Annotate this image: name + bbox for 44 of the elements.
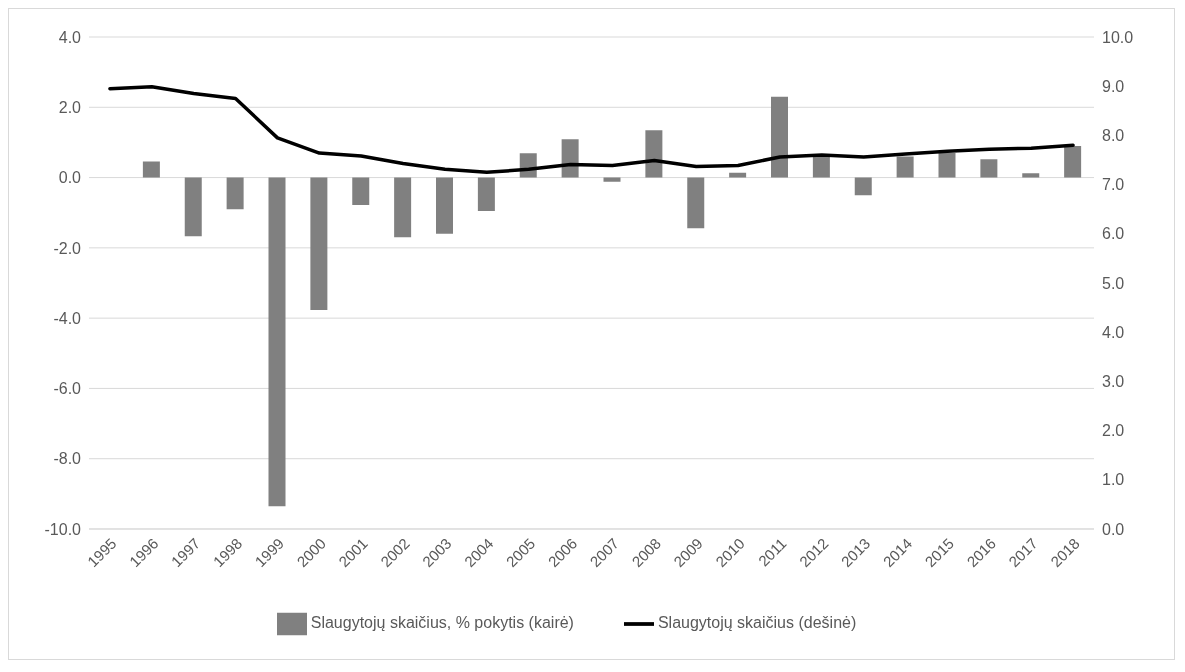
bar [226, 177, 244, 210]
y2-tick-label: 7.0 [1102, 176, 1125, 194]
bar [142, 161, 160, 178]
y2-tick-label: 9.0 [1102, 77, 1125, 95]
y2-tick-label: 10.0 [1102, 28, 1134, 46]
y2-tick-label: 1.0 [1102, 471, 1125, 489]
y-tick-label: -6.0 [53, 380, 82, 398]
bar [812, 156, 830, 178]
y2-tick-label: 2.0 [1102, 422, 1125, 440]
legend-label: Slaugytojų skaičius (dešinė) [657, 614, 857, 632]
bar [980, 159, 998, 178]
y2-tick-label: 5.0 [1102, 274, 1125, 292]
y2-tick-label: 6.0 [1102, 225, 1125, 243]
bar [603, 177, 621, 182]
y-tick-label: 0.0 [58, 169, 82, 187]
bar [687, 177, 705, 229]
bar [729, 172, 747, 178]
bar [896, 156, 914, 178]
bar [268, 177, 286, 507]
y2-tick-label: 0.0 [1102, 520, 1125, 538]
y-tick-label: 4.0 [58, 28, 82, 46]
bar [938, 152, 956, 178]
bar [184, 177, 202, 237]
y-tick-label: -10.0 [44, 520, 82, 538]
bar [854, 177, 872, 196]
y2-tick-label: 8.0 [1102, 127, 1125, 145]
y2-tick-label: 3.0 [1102, 373, 1125, 391]
y-tick-label: -8.0 [53, 450, 82, 468]
bar [1064, 145, 1082, 178]
y2-tick-label: 4.0 [1102, 323, 1125, 341]
legend-label: Slaugytojų skaičius, % pokytis (kairė) [310, 614, 574, 632]
bar [352, 177, 370, 205]
bar [645, 130, 663, 178]
y-tick-label: -4.0 [53, 309, 82, 327]
bar [394, 177, 412, 238]
line-series [108, 84, 1075, 175]
bar [561, 139, 579, 178]
bar [1022, 173, 1040, 178]
y-tick-label: -2.0 [53, 239, 82, 257]
bar [477, 177, 495, 211]
bar [310, 177, 328, 311]
y-tick-label: 2.0 [58, 98, 82, 116]
bar [436, 177, 453, 234]
bar [771, 96, 788, 178]
